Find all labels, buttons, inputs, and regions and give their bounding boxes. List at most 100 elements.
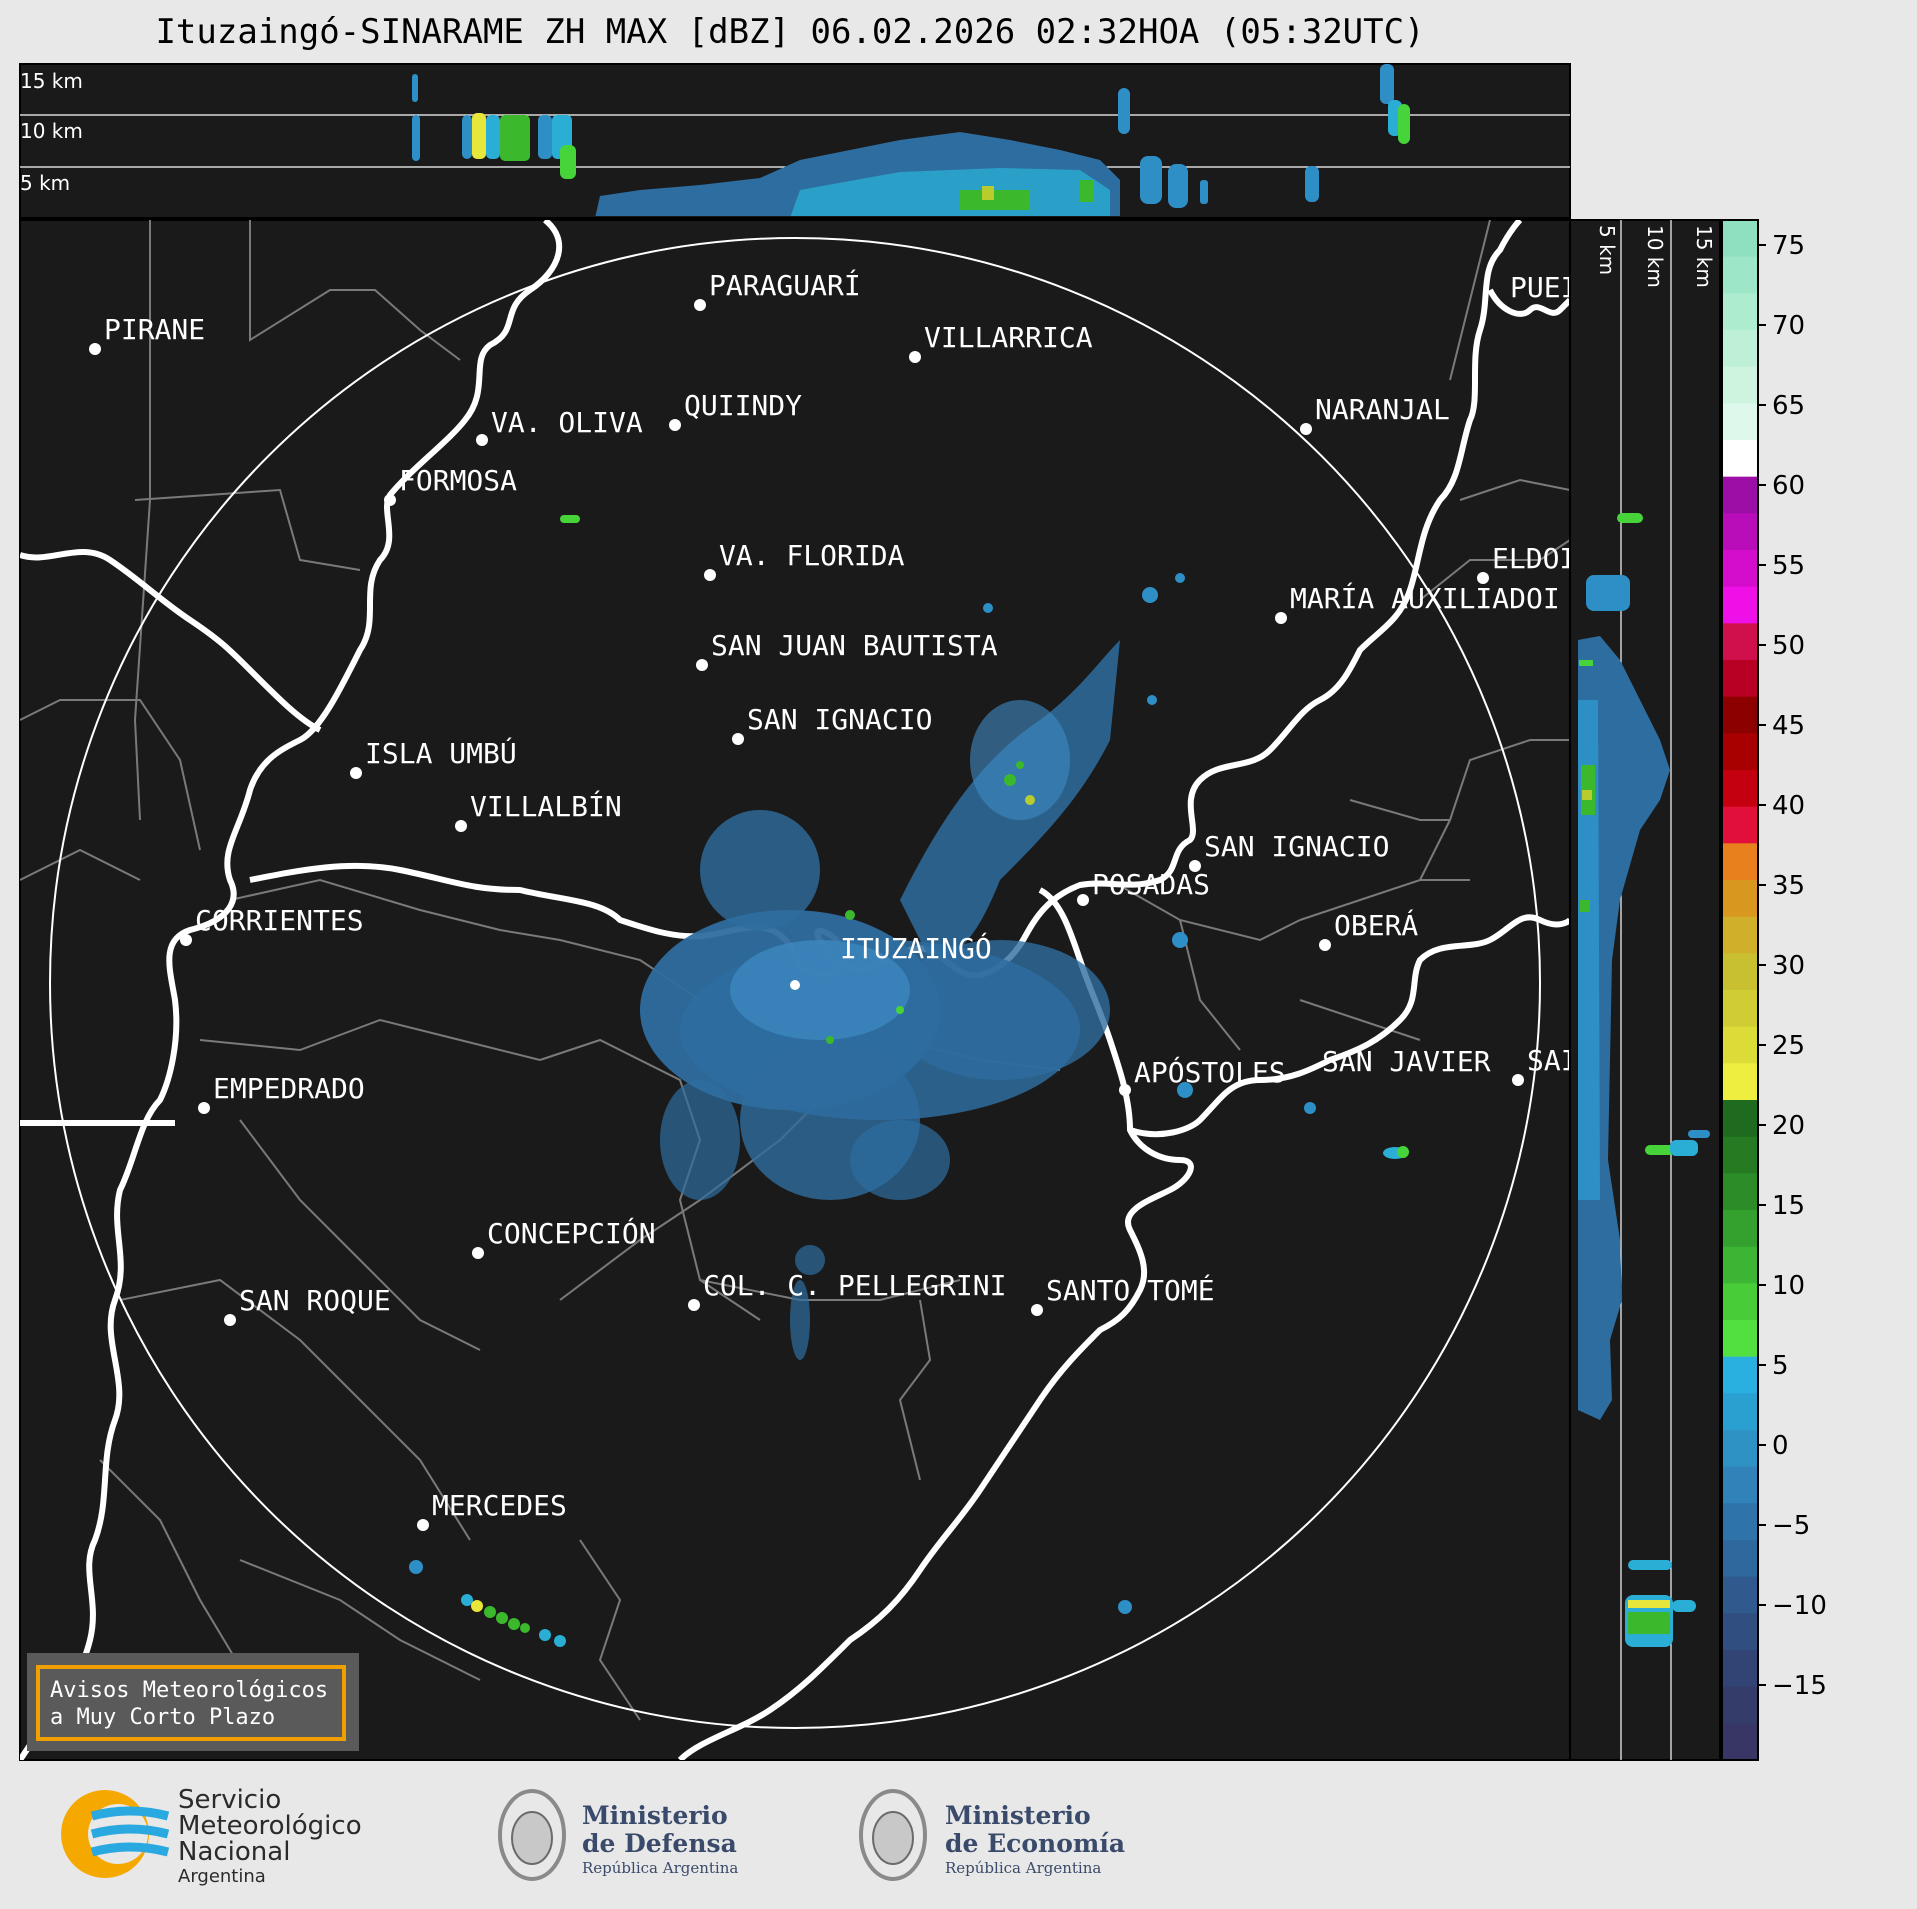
defensa-logo: Ministerio de Defensa República Argentin… — [498, 1789, 738, 1881]
colorbar-tick-label: 25 — [1772, 1031, 1805, 1061]
colorbar-segment — [1722, 1136, 1758, 1174]
colorbar-segment — [1722, 1503, 1758, 1541]
country-borders — [20, 220, 1570, 1760]
side-label-15km: 15 km — [1692, 225, 1716, 288]
economia-line2: de Economía — [945, 1829, 1125, 1858]
colorbar-segment — [1722, 550, 1758, 588]
colorbar-segment — [1722, 1026, 1758, 1064]
city-label: VA. OLIVA — [491, 406, 643, 439]
colorbar-segment — [1722, 513, 1758, 551]
economia-line1: Ministerio — [945, 1801, 1091, 1830]
colorbar-segment — [1722, 1430, 1758, 1468]
colorbar-segment — [1722, 1246, 1758, 1284]
city-label: SAN IGNACIO — [1204, 830, 1389, 863]
city-label: ITUZAINGÓ — [840, 931, 992, 965]
colorbar-segment — [1722, 733, 1758, 771]
colorbar-tick-label: −10 — [1772, 1591, 1827, 1621]
colorbar-tick-label: 75 — [1772, 231, 1805, 261]
colorbar-segment — [1722, 1540, 1758, 1578]
city-label: ELDOI — [1492, 542, 1576, 575]
city-label: PARAGUARÍ — [709, 268, 861, 302]
colorbar-segment — [1722, 1393, 1758, 1431]
colorbar-segment — [1722, 293, 1758, 331]
colorbar-segment — [1722, 953, 1758, 991]
colorbar-border — [1721, 219, 1759, 1761]
defensa-line1: Ministerio — [582, 1801, 728, 1830]
city-label: EMPEDRADO — [213, 1072, 365, 1105]
colorbar-tick-label: 15 — [1772, 1191, 1805, 1221]
colorbar-tick-label: −5 — [1772, 1511, 1810, 1541]
colorbar-segment — [1722, 256, 1758, 294]
colorbar-tick-label: 55 — [1772, 551, 1805, 581]
colorbar-segment — [1722, 330, 1758, 368]
colorbar-tick-label: 65 — [1772, 391, 1805, 421]
smn-line4: Argentina — [178, 1866, 266, 1887]
coat-of-arms-icon — [872, 1811, 914, 1865]
colorbar-segment — [1722, 1320, 1758, 1358]
colorbar-segment — [1722, 1210, 1758, 1248]
city-label: COL. C. PELLEGRINI — [703, 1269, 1006, 1302]
city-label: CORRIENTES — [195, 904, 364, 937]
colorbar-segment — [1722, 1466, 1758, 1504]
city-label: CONCEPCIÓN — [487, 1216, 656, 1250]
colorbar-segment — [1722, 916, 1758, 954]
colorbar-segment — [1722, 990, 1758, 1028]
colorbar-tick-label: 35 — [1772, 871, 1805, 901]
city-label: SAN JAVIER — [1322, 1045, 1491, 1078]
colorbar-tick-label: 0 — [1772, 1431, 1789, 1461]
economia-logo: Ministerio de Economía República Argenti… — [859, 1789, 1125, 1881]
city-label: NARANJAL — [1315, 393, 1450, 426]
colorbar-segment — [1722, 843, 1758, 881]
colorbar-segment — [1722, 1576, 1758, 1614]
colorbar-segment — [1722, 1283, 1758, 1321]
colorbar-segment — [1722, 1173, 1758, 1211]
colorbar-tick-label: −15 — [1772, 1671, 1827, 1701]
city-label: FORMOSA — [399, 464, 517, 497]
side-label-10km: 10 km — [1643, 225, 1667, 288]
colorbar-tick-label: 30 — [1772, 951, 1805, 981]
city-label: PIRANE — [104, 313, 205, 346]
notice-line2: a Muy Corto Plazo — [50, 1705, 275, 1730]
city-label: SAN JUAN BAUTISTA — [711, 629, 998, 662]
colorbar — [1721, 219, 1759, 1761]
colorbar-segment — [1722, 623, 1758, 661]
colorbar-segment — [1722, 220, 1758, 258]
top-profile-echoes — [412, 64, 1410, 216]
notice-box[interactable]: Avisos Meteorológicos a Muy Corto Plazo — [27, 1653, 359, 1751]
side-profile-echoes — [1578, 513, 1710, 1647]
colorbar-segment — [1722, 1613, 1758, 1651]
colorbar-segment — [1722, 440, 1758, 478]
city-label: PUEI — [1510, 271, 1577, 304]
coat-of-arms-icon — [511, 1811, 553, 1865]
smn-logo: Servicio Meteorológico Nacional Argentin… — [61, 1785, 362, 1887]
city-label: MARÍA AUXILIADOI — [1290, 581, 1560, 615]
range-ring — [49, 237, 1541, 1729]
top-label-15km: 15 km — [20, 69, 83, 93]
colorbar-tick-label: 40 — [1772, 791, 1805, 821]
colorbar-segment — [1722, 880, 1758, 918]
colorbar-segment — [1722, 1686, 1758, 1724]
city-label: SANTO TOMÉ — [1046, 1273, 1215, 1307]
city-label: VILLARRICA — [924, 321, 1093, 354]
city-label: SAN IGNACIO — [747, 703, 932, 736]
top-label-5km: 5 km — [20, 171, 70, 195]
side-label-5km: 5 km — [1595, 225, 1619, 275]
smn-line1: Servicio — [178, 1785, 281, 1815]
colorbar-tick-label: 45 — [1772, 711, 1805, 741]
colorbar-segment — [1722, 806, 1758, 844]
city-label: VA. FLORIDA — [719, 539, 905, 572]
colorbar-tick-label: 10 — [1772, 1271, 1805, 1301]
defensa-line3: República Argentina — [582, 1859, 738, 1877]
colorbar-segment — [1722, 1356, 1758, 1394]
city-label: APÓSTOLES — [1134, 1055, 1286, 1089]
colorbar-segment — [1722, 1650, 1758, 1688]
radar-echoes — [409, 515, 1409, 1647]
map-title: Ituzaingó-SINARAME ZH MAX [dBZ] 06.02.20… — [155, 12, 1425, 52]
city-label: OBERÁ — [1334, 908, 1418, 942]
smn-line2: Meteorológico — [178, 1811, 362, 1841]
colorbar-segment — [1722, 1063, 1758, 1101]
colorbar-tick-label: 70 — [1772, 311, 1805, 341]
smn-line3: Nacional — [178, 1837, 290, 1867]
